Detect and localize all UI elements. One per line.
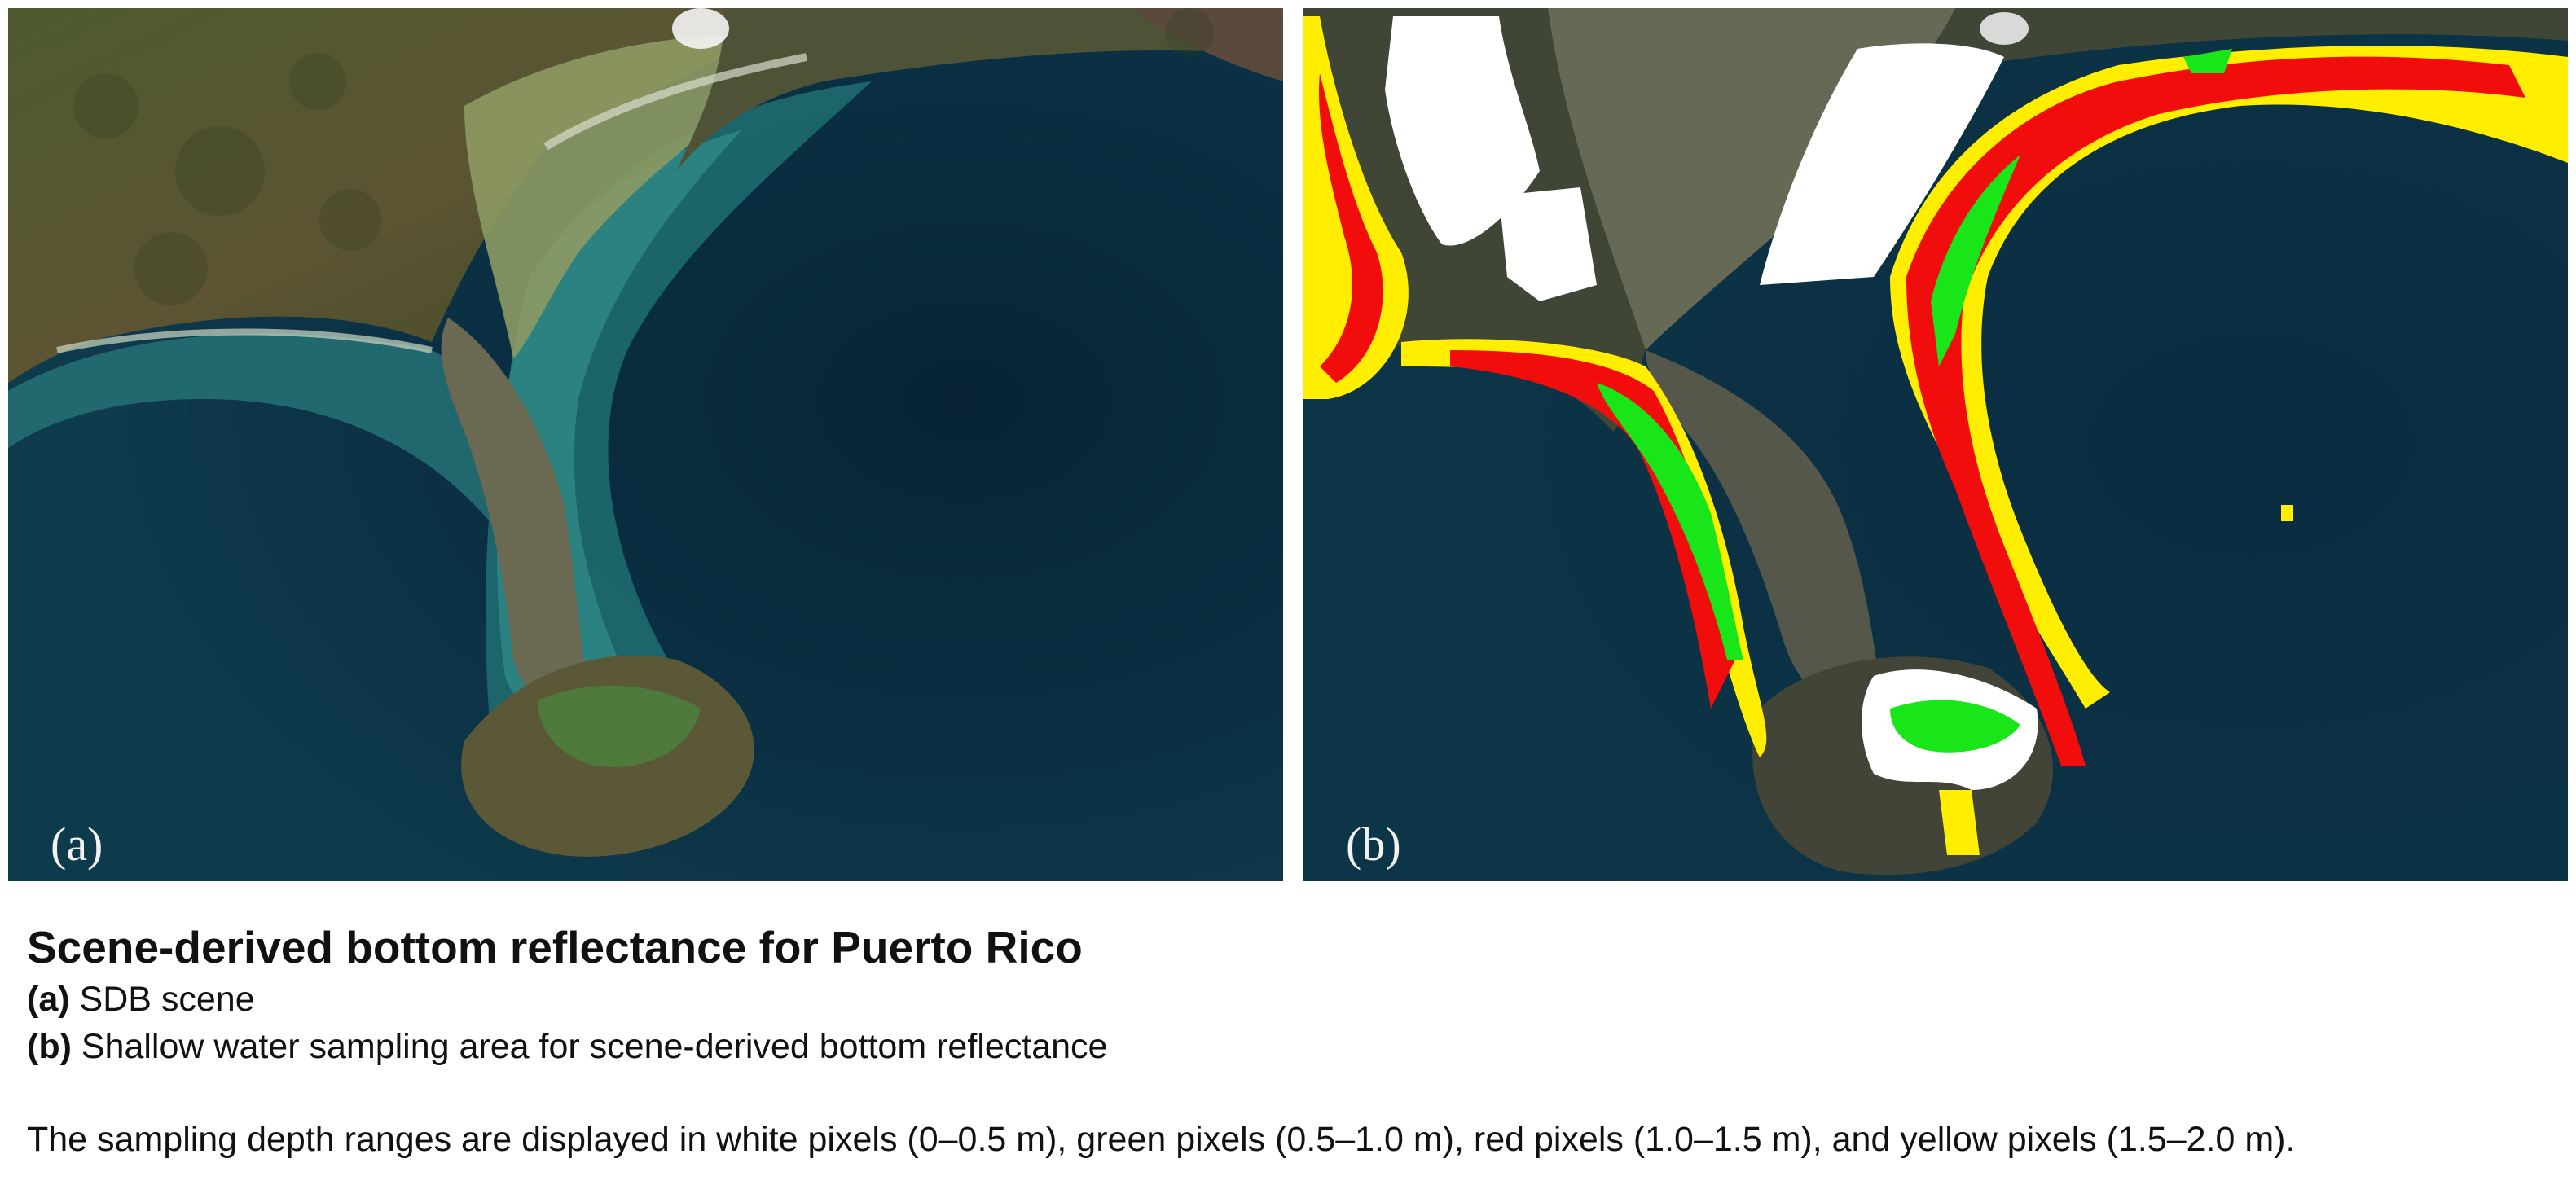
- depth-red-band: [1319, 73, 1383, 383]
- panel-label-b: (b): [1346, 818, 1401, 871]
- depth-green-band: [2183, 49, 2232, 73]
- depth-yellow-dot: [2281, 505, 2293, 521]
- depth-green-band: [1931, 155, 2020, 366]
- caption-title: Scene-derived bottom reflectance for Pue…: [27, 922, 1083, 972]
- depth-white-region: [1385, 16, 1540, 246]
- depth-yellow-band: [1939, 790, 1980, 855]
- caption-tag: (a): [27, 980, 70, 1019]
- figure-caption: Scene-derived bottom reflectance for Pue…: [27, 919, 2552, 1198]
- depth-yellow-band: [1890, 46, 2568, 709]
- panel-label-a: (a): [51, 818, 103, 871]
- depth-green-band: [1890, 700, 2020, 753]
- sdb-scene-image: (a): [8, 8, 1283, 881]
- caption-item-b: (b) Shallow water sampling area for scen…: [27, 1023, 2552, 1070]
- depth-white-region: [1760, 43, 2004, 285]
- caption-note: The sampling depth ranges are displayed …: [27, 1120, 2296, 1159]
- caption-item-a: (a) SDB scene: [27, 976, 2552, 1023]
- depth-white-region: [1499, 187, 1597, 301]
- depth-green-band: [1597, 383, 1743, 660]
- sampling-area-image: (b): [1303, 8, 2568, 881]
- caption-tag: (b): [27, 1027, 72, 1066]
- satellite-scene-b: [1303, 8, 2568, 881]
- caption-text: SDB scene: [79, 980, 255, 1019]
- satellite-scene-a: [8, 8, 1283, 881]
- caption-text: Shallow water sampling area for scene-de…: [81, 1027, 1108, 1066]
